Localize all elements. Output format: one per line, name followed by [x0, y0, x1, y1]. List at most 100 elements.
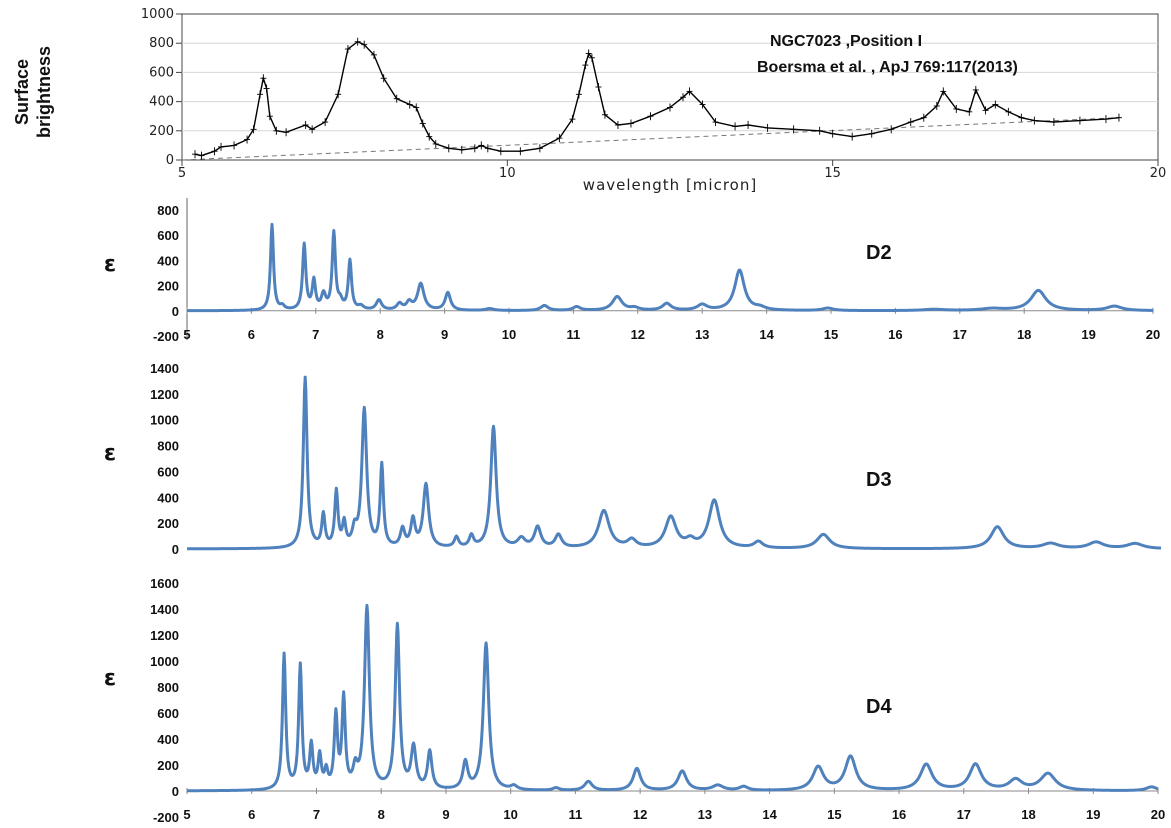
observed-continuum-baseline	[181, 117, 1119, 161]
observed-data-point	[888, 125, 895, 134]
observed-data-point	[992, 100, 999, 109]
observed-data-point	[582, 61, 589, 70]
d4-y-tick-label: 200	[157, 758, 179, 773]
observed-data-point	[497, 147, 504, 156]
d4-x-tick-label: 12	[633, 807, 647, 822]
d4-x-tick-label: 6	[248, 807, 255, 822]
d4-x-ticks: 5 6 7 8 9 10 11 12 13 14 15 16 17 18 19 20	[183, 788, 1165, 822]
observed-data-point	[816, 126, 823, 135]
observed-data-point	[745, 120, 752, 129]
observed-y-tick-label: 800	[149, 36, 174, 51]
observed-data-point	[1102, 115, 1109, 124]
d4-x-tick-label: 14	[762, 807, 777, 822]
observed-data-point	[309, 125, 316, 134]
d4-x-tick-label: 9	[442, 807, 449, 822]
observed-y-axis-label: Surface brightness	[12, 46, 54, 138]
observed-data-point	[699, 100, 706, 109]
observed-data-point	[458, 145, 465, 154]
d2-x-tick-label: 16	[888, 327, 902, 342]
d3-y-tick-label: 1200	[150, 387, 179, 402]
observed-data-point	[361, 40, 368, 49]
observed-x-tick-label: 15	[824, 166, 841, 181]
d3-y-tick-label: 800	[157, 439, 179, 454]
d2-y-tick-label: 0	[172, 304, 179, 319]
d2-y-tick-label: 400	[157, 253, 179, 268]
observed-data-point	[982, 106, 989, 115]
d4-x-tick-label: 10	[503, 807, 517, 822]
observed-data-point	[263, 84, 270, 93]
panel-d4: -200 0 200 400 600 800 1000 1200 1400 1600 5 6 7 8 9 1…	[104, 576, 1165, 825]
d4-y-tick-label: 1000	[150, 654, 179, 669]
observed-data-point	[712, 118, 719, 127]
d4-panel-label: D4	[866, 696, 892, 718]
observed-data-point	[536, 144, 543, 153]
observed-x-tick-label: 10	[499, 166, 516, 181]
d4-x-tick-label: 15	[827, 807, 841, 822]
d2-series-line	[186, 222, 1154, 313]
d2-y-ticks: -200 0 200 400 600 800	[153, 203, 179, 344]
observed-y-tick-label: 600	[149, 65, 174, 80]
observed-data-point	[1018, 113, 1025, 122]
d2-x-tick-label: 13	[695, 327, 709, 342]
observed-x-tick-label: 20	[1150, 166, 1167, 181]
d4-y-tick-label: 0	[172, 784, 179, 799]
observed-data-point	[344, 45, 351, 54]
d2-y-tick-label: 800	[157, 203, 179, 218]
observed-data-point	[198, 151, 205, 160]
d4-x-tick-label: 20	[1151, 807, 1165, 822]
d2-x-tick-label: 7	[312, 327, 319, 342]
observed-data-point	[1005, 107, 1012, 116]
panel-observed: 0 200 400 600 800 1000 5 10 15 20 wavelength [mi…	[12, 7, 1166, 194]
d2-y-tick-label: 600	[157, 228, 179, 243]
d4-y-tick-label: 1400	[150, 602, 179, 617]
observed-data-point	[953, 104, 960, 113]
d4-x-tick-label: 19	[1086, 807, 1100, 822]
observed-y-tick-label: 1000	[141, 7, 174, 22]
d3-y-tick-label: 1400	[150, 361, 179, 376]
d3-series	[186, 375, 1162, 551]
observed-data-point	[211, 147, 218, 156]
observed-y-label-line-1: Surface	[12, 59, 32, 125]
d2-x-tick-label: 15	[824, 327, 838, 342]
observed-data-point	[940, 87, 947, 96]
observed-data-point	[478, 141, 485, 150]
observed-data-point	[1050, 118, 1057, 127]
observed-data-point	[260, 74, 267, 83]
observed-data-point	[432, 139, 439, 148]
d4-y-tick-label: 600	[157, 706, 179, 721]
observed-data-point	[627, 119, 634, 128]
observed-data-point	[868, 129, 875, 138]
observed-y-label-line-2: brightness	[34, 46, 54, 138]
observed-data-point	[192, 150, 199, 159]
d2-x-tick-label: 19	[1081, 327, 1095, 342]
d4-y-tick-label: -200	[153, 810, 179, 825]
d3-y-tick-label: 0	[172, 542, 179, 557]
d2-x-tick-label: 5	[183, 327, 190, 342]
d4-y-tick-label: 800	[157, 680, 179, 695]
d2-y-tick-label: 200	[157, 279, 179, 294]
observed-data-point	[445, 144, 452, 153]
observed-data-point	[1031, 116, 1038, 125]
d2-x-ticks: 5 6 7 8 9 10 11 12 13 14 15 16 17 18 19 20	[183, 307, 1160, 342]
d2-x-tick-label: 17	[953, 327, 967, 342]
observed-data-point	[575, 90, 582, 99]
observed-x-axis-label: wavelength [micron]	[583, 176, 757, 194]
observed-data-point	[588, 53, 595, 62]
d2-y-tick-label: -200	[153, 329, 179, 344]
observed-data-point	[920, 113, 927, 122]
observed-data-point	[426, 132, 433, 141]
observed-data-point	[244, 135, 251, 144]
observed-data-point	[667, 103, 673, 112]
d3-y-tick-label: 1000	[150, 413, 179, 428]
d2-x-tick-label: 9	[441, 327, 448, 342]
observed-data-point	[302, 120, 309, 129]
d4-y-tick-label: 1600	[150, 576, 179, 591]
d4-x-tick-label: 8	[378, 807, 385, 822]
observed-data-point	[335, 90, 342, 99]
observed-data-point	[273, 126, 280, 135]
observed-data-point	[569, 115, 576, 124]
d4-y-axis-label: ε	[104, 666, 116, 691]
observed-data-point	[790, 125, 797, 134]
d4-x-tick-label: 16	[892, 807, 906, 822]
